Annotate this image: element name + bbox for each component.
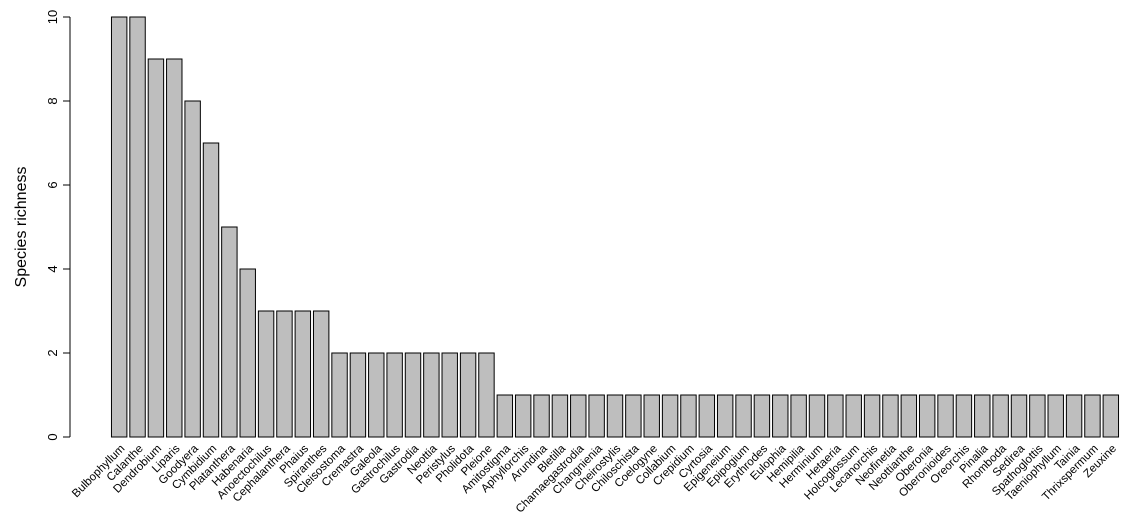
bar — [937, 394, 954, 438]
bar — [166, 58, 183, 438]
y-axis-label: Species richness — [13, 167, 30, 288]
bar — [441, 352, 458, 438]
bar — [570, 394, 587, 438]
bar — [955, 394, 973, 438]
bar — [698, 394, 716, 438]
bar — [276, 310, 293, 438]
bar — [643, 394, 660, 438]
bar — [312, 310, 330, 438]
bar — [753, 394, 771, 438]
bar — [863, 394, 881, 438]
bar — [790, 394, 807, 438]
bar — [129, 16, 146, 438]
bar — [496, 394, 514, 438]
bar — [239, 268, 256, 438]
bar — [680, 394, 697, 438]
bar — [1010, 394, 1028, 438]
bar — [882, 394, 899, 438]
bar — [533, 394, 550, 438]
bar — [257, 310, 275, 438]
bar — [1065, 394, 1083, 438]
bar — [349, 352, 367, 438]
bar — [1084, 394, 1101, 438]
y-tick-label: 4 — [45, 265, 60, 272]
y-tick-label: 8 — [45, 97, 60, 104]
bar — [716, 394, 734, 438]
bar — [1029, 394, 1046, 438]
y-tick-label: 6 — [45, 181, 60, 188]
bar — [588, 394, 605, 438]
bar — [423, 352, 440, 438]
bar — [184, 100, 201, 438]
bar — [331, 352, 348, 438]
bar — [1047, 394, 1064, 438]
y-tick-label: 10 — [45, 10, 60, 24]
bar — [478, 352, 495, 438]
bar — [459, 352, 477, 438]
bar — [992, 394, 1009, 438]
bar — [735, 394, 752, 438]
bar — [808, 394, 826, 438]
bar — [625, 394, 642, 438]
bar — [827, 394, 844, 438]
bar — [551, 394, 569, 438]
bar — [900, 394, 918, 438]
bar — [368, 352, 385, 438]
bar — [110, 16, 128, 438]
bar — [974, 394, 991, 438]
bar — [1102, 394, 1120, 438]
bar — [386, 352, 403, 438]
bar — [404, 352, 422, 438]
y-tick-label: 0 — [45, 433, 60, 440]
bar — [147, 58, 165, 438]
bar — [294, 310, 312, 438]
bar — [202, 142, 220, 438]
bar — [661, 394, 679, 438]
bar — [221, 226, 238, 438]
bar — [772, 394, 789, 438]
y-tick-label: 2 — [45, 349, 60, 356]
bar — [845, 394, 862, 438]
bar — [918, 394, 936, 438]
bar — [606, 394, 624, 438]
bar — [514, 394, 532, 438]
